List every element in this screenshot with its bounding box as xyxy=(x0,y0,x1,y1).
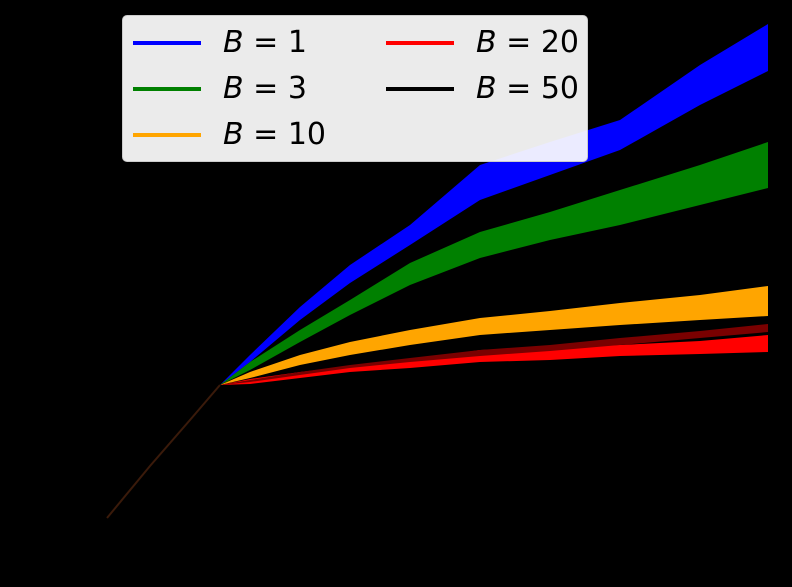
band-b20 xyxy=(220,335,768,385)
band-b10 xyxy=(220,286,768,385)
legend-swatch-b10 xyxy=(133,133,201,137)
band-b3 xyxy=(220,142,768,385)
legend-swatch-b3 xyxy=(133,87,201,91)
band-b1 xyxy=(220,24,768,385)
band-b50 xyxy=(220,324,768,385)
legend-label-b1: B = 1 xyxy=(223,25,307,60)
legend: B = 1 B = 3 B = 10 B = 20 B = 50 xyxy=(122,15,588,162)
legend-item-b50: B = 50 xyxy=(386,69,579,109)
legend-item-b10: B = 10 xyxy=(133,115,326,155)
legend-label-b20: B = 20 xyxy=(476,25,579,60)
legend-item-b3: B = 3 xyxy=(133,69,307,109)
legend-item-b1: B = 1 xyxy=(133,23,307,63)
legend-label-b50: B = 50 xyxy=(476,71,579,106)
legend-label-b3: B = 3 xyxy=(223,71,307,106)
legend-label-b10: B = 10 xyxy=(223,117,326,152)
legend-swatch-b1 xyxy=(133,41,201,45)
legend-swatch-b50 xyxy=(386,87,454,91)
series-bands xyxy=(220,24,768,385)
shared-initial-segment xyxy=(106,384,221,519)
legend-item-b20: B = 20 xyxy=(386,23,579,63)
legend-swatch-b20 xyxy=(386,41,454,45)
